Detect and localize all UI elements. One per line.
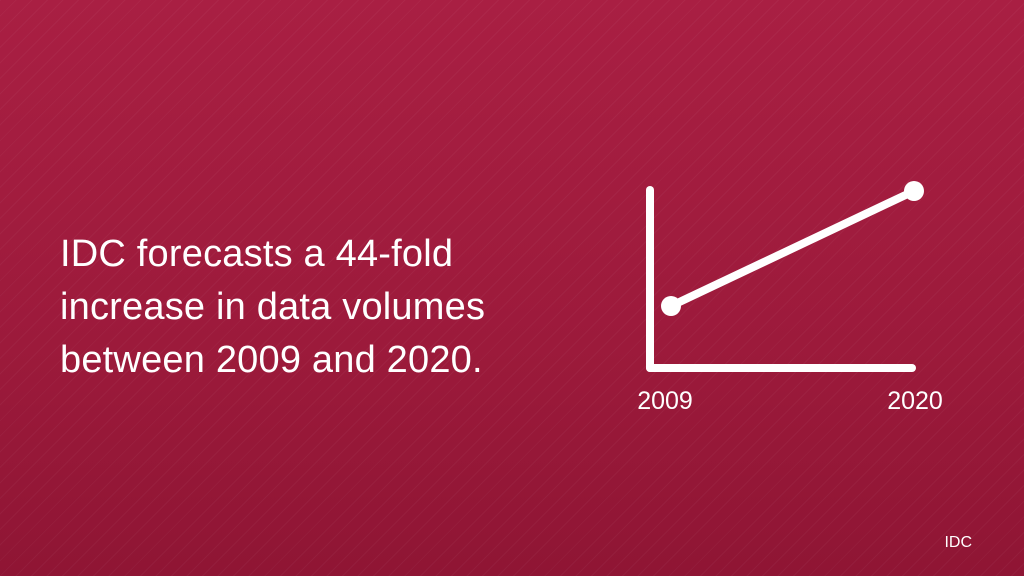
x-tick-label-2020: 2020 — [887, 387, 943, 415]
x-tick-label-2009: 2009 — [637, 387, 693, 415]
line-chart: 2009 2020 — [600, 160, 1000, 430]
source-label: IDC — [944, 534, 972, 551]
series-line — [667, 187, 918, 310]
chart-svg — [646, 181, 924, 372]
data-point-2020 — [904, 181, 924, 201]
data-point-2009 — [661, 296, 681, 316]
headline-text: IDC forecasts a 44-fold increase in data… — [60, 233, 486, 381]
